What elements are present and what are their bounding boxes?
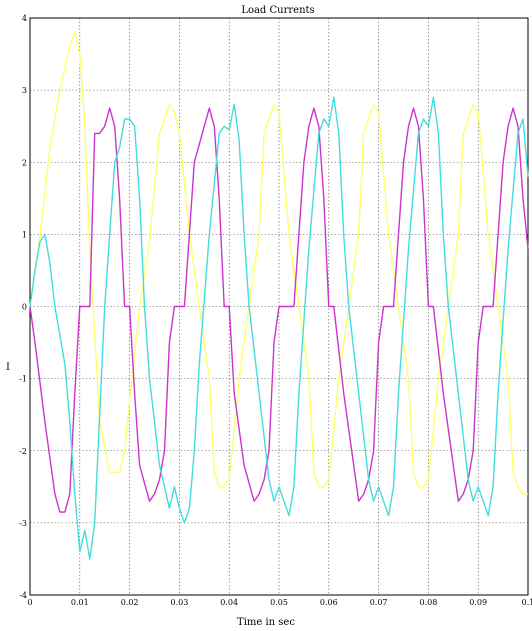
x-tick-label: 0 [27, 598, 32, 607]
x-axis-label: Time in sec [237, 617, 295, 628]
series-line-3 [29, 96, 529, 560]
series-lines [29, 31, 529, 560]
y-tick-label: 0 [22, 303, 27, 312]
x-tick-label: 0.06 [320, 598, 338, 607]
y-tick-label: 2 [22, 158, 27, 167]
x-tick-label: 0.01 [71, 598, 89, 607]
x-tick-label: 0.07 [370, 598, 388, 607]
tick-labels: 0 0.01 0.02 0.03 0.04 0.05 0.06 0.07 0.08 0.09 0.1… [19, 14, 532, 607]
y-tick-label: -1 [19, 375, 27, 384]
series-line-1 [29, 31, 528, 495]
y-tick-label: -3 [19, 519, 27, 528]
x-tick-label: 0.1 [522, 598, 532, 607]
x-tick-label: 0.05 [270, 598, 288, 607]
x-tick-label: 0.09 [469, 598, 487, 607]
chart-title: Load Currents [241, 5, 314, 16]
x-tick-label: 0.03 [170, 598, 188, 607]
y-axis-label: I [6, 362, 10, 373]
y-tick-label: 1 [22, 230, 27, 239]
y-tick-label: -2 [19, 447, 27, 456]
y-tick-label: -4 [19, 591, 27, 600]
y-tick-label: 3 [22, 86, 27, 95]
series-line-2 [29, 107, 529, 513]
x-tick-label: 0.04 [220, 598, 238, 607]
x-tick-label: 0.02 [121, 598, 139, 607]
x-tick-label: 0.08 [419, 598, 437, 607]
y-tick-label: 4 [22, 14, 27, 23]
